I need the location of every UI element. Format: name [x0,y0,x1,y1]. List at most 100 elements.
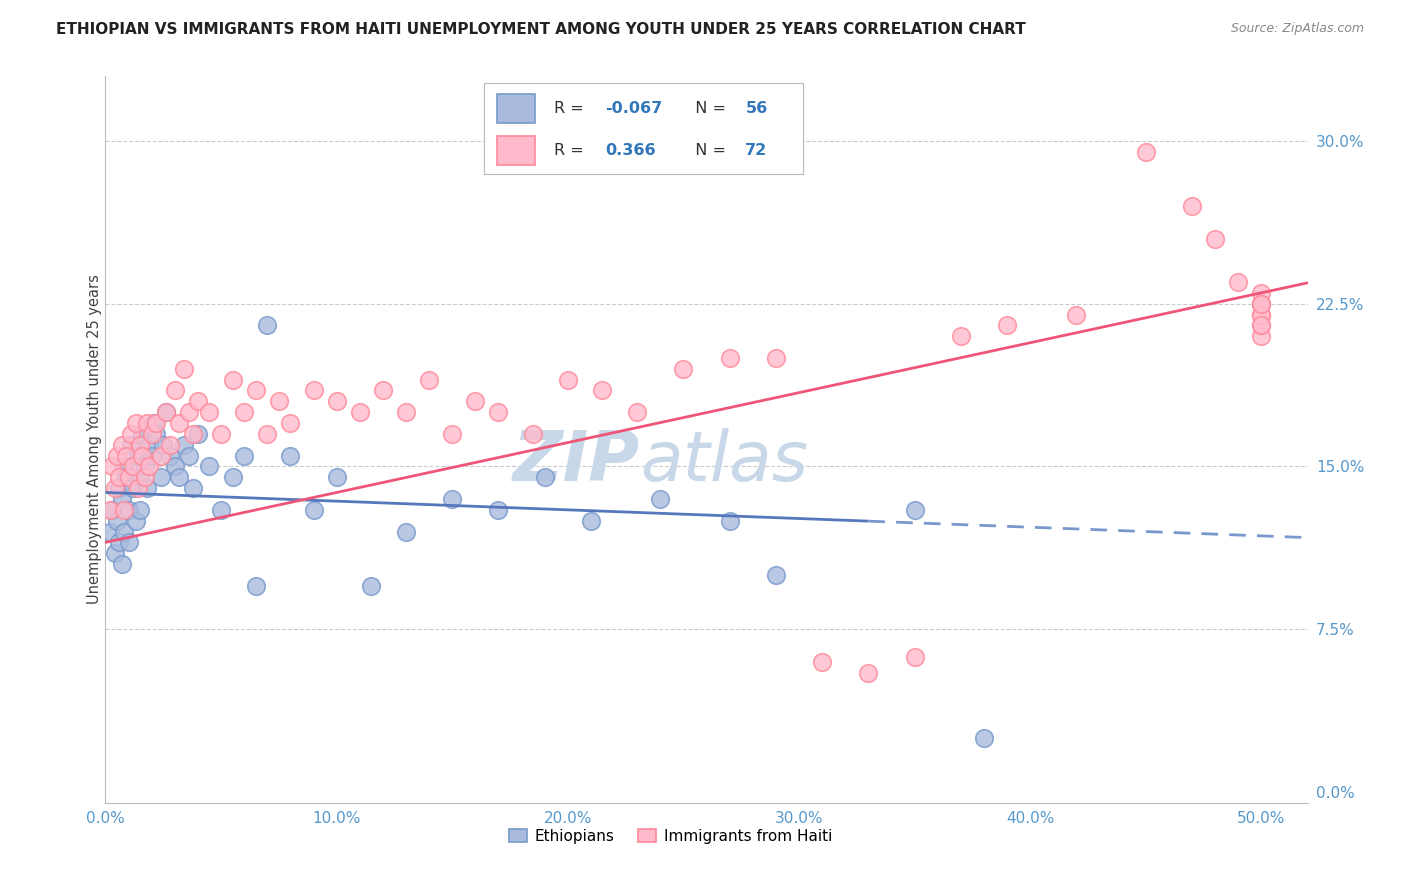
Point [1135,145,1157,159]
Point [811,655,834,669]
Point [131,449,153,463]
Point [134,470,156,484]
Point [159,449,181,463]
Point [131,426,153,441]
Point [418,373,440,387]
Point [903,503,925,517]
Point [280,416,302,430]
Point [111,557,134,571]
Point [765,351,787,365]
Point [145,416,167,430]
Point [209,426,232,441]
Point [173,438,195,452]
Point [1250,318,1272,333]
Point [245,579,267,593]
Point [155,405,177,419]
Point [198,405,221,419]
Point [995,318,1018,333]
Point [155,405,177,419]
Point [233,449,256,463]
Point [973,731,995,745]
Point [718,514,741,528]
Point [104,481,127,495]
Point [187,426,209,441]
Point [1066,308,1088,322]
Point [177,449,200,463]
Point [949,329,972,343]
Point [143,416,166,430]
Point [98,503,121,517]
Point [198,459,221,474]
Point [256,426,278,441]
Point [1227,275,1250,289]
Point [117,503,139,517]
Point [108,470,131,484]
Point [209,503,232,517]
Point [129,438,152,452]
Point [145,426,167,441]
Point [181,426,204,441]
Point [101,459,124,474]
Point [112,524,135,539]
Point [256,318,278,333]
Point [149,470,172,484]
Point [360,579,382,593]
Legend: Ethiopians, Immigrants from Haiti: Ethiopians, Immigrants from Haiti [503,822,838,850]
Point [395,405,418,419]
Point [267,394,290,409]
Y-axis label: Unemployment Among Youth under 25 years: Unemployment Among Youth under 25 years [87,275,101,604]
Point [325,470,347,484]
Point [187,394,209,409]
Point [112,503,135,517]
Point [903,650,925,665]
Point [1250,296,1272,310]
Point [302,503,325,517]
Point [1250,308,1272,322]
Point [302,384,325,398]
Point [464,394,486,409]
Point [117,535,139,549]
Point [718,351,741,365]
Point [395,524,418,539]
Point [280,449,302,463]
Point [1250,285,1272,300]
Text: ZIP: ZIP [513,427,640,495]
Point [233,405,256,419]
Point [592,384,614,398]
Point [98,524,121,539]
Point [325,394,347,409]
Point [115,470,138,484]
Point [104,546,127,560]
Point [765,568,787,582]
Point [129,470,152,484]
Point [105,514,128,528]
Point [672,361,695,376]
Point [111,491,134,506]
Point [221,470,243,484]
Point [522,426,544,441]
Point [488,503,510,517]
Text: ETHIOPIAN VS IMMIGRANTS FROM HAITI UNEMPLOYMENT AMONG YOUTH UNDER 25 YEARS CORRE: ETHIOPIAN VS IMMIGRANTS FROM HAITI UNEMP… [56,22,1026,37]
Point [112,459,135,474]
Point [1250,308,1272,322]
Point [245,384,267,398]
Point [127,449,149,463]
Point [141,426,163,441]
Point [177,405,200,419]
Point [169,470,191,484]
Point [124,416,146,430]
Point [1250,296,1272,310]
Point [134,459,156,474]
Text: atlas: atlas [640,427,808,495]
Point [108,481,131,495]
Point [1204,231,1226,245]
Point [533,470,555,484]
Point [111,438,134,452]
Point [152,438,174,452]
Point [1181,199,1204,213]
Point [105,449,128,463]
Point [122,481,145,495]
Point [101,503,124,517]
Point [129,503,152,517]
Point [138,438,160,452]
